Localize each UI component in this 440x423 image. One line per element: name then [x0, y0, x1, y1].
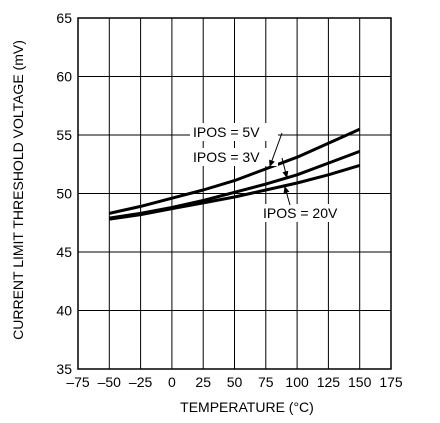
y-tick-label: 65 — [56, 10, 72, 26]
x-tick-label: 150 — [348, 374, 372, 390]
annotations: IPOS = 5V IPOS = 3V IPOS = 20V — [190, 123, 358, 222]
series-label-background — [260, 204, 358, 222]
x-tick-label: 100 — [285, 374, 309, 390]
series-label-ipos-20v: IPOS = 20V — [263, 205, 338, 221]
x-axis-label: TEMPERATURE (°C) — [180, 399, 314, 415]
series-label-ipos-3v: IPOS = 3V — [193, 149, 260, 165]
tick-labels: –75 –50 –25 0 25 50 75 100 125 150 175 35 40 45 50 55 60… — [56, 10, 402, 390]
y-tick-label: 55 — [56, 127, 72, 143]
leader-arrow-ipos-3v-head — [282, 170, 289, 179]
x-tick-label: 25 — [195, 374, 211, 390]
y-tick-label: 35 — [56, 361, 72, 377]
x-tick-label: 125 — [317, 374, 341, 390]
y-tick-label: 45 — [56, 244, 72, 260]
series-label-background — [190, 148, 278, 166]
x-tick-label: –75 — [66, 374, 90, 390]
x-tick-label: –25 — [129, 374, 153, 390]
series-line-ipos-5v — [108, 127, 361, 215]
leader-arrow-ipos-20v-head — [283, 185, 290, 194]
series-lines — [108, 127, 361, 221]
plot-frame — [77, 17, 392, 370]
y-tick-label: 40 — [56, 303, 72, 319]
y-tick-label: 60 — [56, 69, 72, 85]
series-line-ipos-20v — [109, 163, 361, 221]
series-label-ipos-5v: IPOS = 5V — [193, 124, 260, 140]
y-axis-label: CURRENT LIMIT THRESHOLD VOLTAGE (mV) — [10, 40, 26, 340]
x-tick-label: 50 — [227, 374, 243, 390]
grid — [77, 17, 392, 370]
leader-arrow-ipos-5v-head — [269, 159, 275, 168]
x-tick-label: 75 — [258, 374, 274, 390]
x-tick-label: 0 — [168, 374, 176, 390]
x-tick-label: 175 — [379, 374, 403, 390]
x-tick-label: –50 — [98, 374, 122, 390]
series-label-background — [190, 123, 278, 141]
y-tick-label: 50 — [56, 186, 72, 202]
